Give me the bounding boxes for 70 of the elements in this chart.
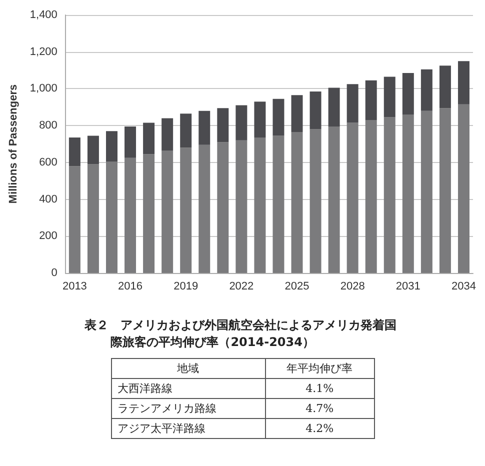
bar (198, 110, 210, 145)
text: 4.2% (265, 418, 374, 438)
bar (87, 136, 99, 164)
bar (217, 142, 229, 273)
bar (458, 61, 470, 104)
bar (365, 80, 377, 120)
text: 地域 (111, 358, 266, 378)
y-tick-label: 1,400 (30, 9, 58, 21)
bar (143, 122, 155, 154)
bar (68, 138, 80, 166)
y-tick-label: 1,000 (30, 82, 58, 95)
text: 表２ アメリカおよび外国航空会社によるアメリカ発着国際旅客の平均伸び率（2014-2034） (84, 317, 398, 352)
text: 大西洋路線 (111, 378, 266, 398)
x-tick-label: 2031 (396, 280, 420, 292)
bar (328, 88, 340, 126)
y-tick-label: 1,200 (30, 46, 58, 58)
bar (236, 105, 248, 140)
bar (384, 76, 396, 118)
y-axis-title: Millions of Passengers (8, 84, 20, 204)
bar (236, 140, 248, 273)
bar (420, 110, 432, 273)
bar (254, 102, 266, 138)
bar (254, 138, 266, 273)
bar (272, 136, 284, 273)
x-tick-label: 2016 (118, 280, 143, 292)
bar (310, 129, 322, 273)
bar (124, 158, 136, 273)
x-tick-label: 2025 (284, 280, 310, 292)
bar (402, 114, 414, 273)
bar (365, 120, 377, 273)
bar (162, 150, 174, 273)
y-tick-label: 400 (39, 193, 58, 206)
x-tick-label: 2022 (229, 280, 254, 292)
text: ラテンアメリカ路線 (111, 398, 266, 418)
y-tick-label: 600 (39, 156, 58, 168)
bar (346, 84, 358, 123)
bar (439, 108, 451, 273)
y-tick-label: 200 (39, 230, 58, 242)
text: アジア太平洋路線 (111, 418, 266, 438)
bar (420, 69, 432, 111)
x-tick-label: 2019 (174, 280, 198, 292)
bar (384, 117, 396, 273)
bar (458, 104, 470, 273)
x-tick-label: 2028 (340, 280, 365, 292)
bar (402, 73, 414, 115)
bar (180, 148, 192, 273)
x-tick-label: 2013 (62, 280, 87, 292)
bar (124, 126, 136, 158)
x-tick-label: 2034 (451, 280, 476, 292)
bar (198, 144, 210, 273)
bar (68, 166, 80, 273)
bar (272, 98, 284, 136)
bar (217, 108, 229, 142)
text: 4.7% (265, 398, 374, 418)
y-tick-label: 800 (39, 120, 58, 132)
bar (106, 131, 118, 162)
text: 年平均伸び率 (265, 358, 374, 378)
bar (439, 66, 451, 108)
bar (180, 114, 192, 148)
bar (328, 126, 340, 273)
bar (291, 95, 303, 132)
bar (106, 162, 118, 273)
bar (162, 118, 174, 150)
y-tick-label: 0 (51, 267, 58, 279)
bar (143, 154, 155, 273)
bar (87, 164, 99, 273)
bar (310, 91, 322, 130)
bar (291, 132, 303, 273)
text: 4.1% (265, 378, 374, 398)
bar (346, 122, 358, 273)
